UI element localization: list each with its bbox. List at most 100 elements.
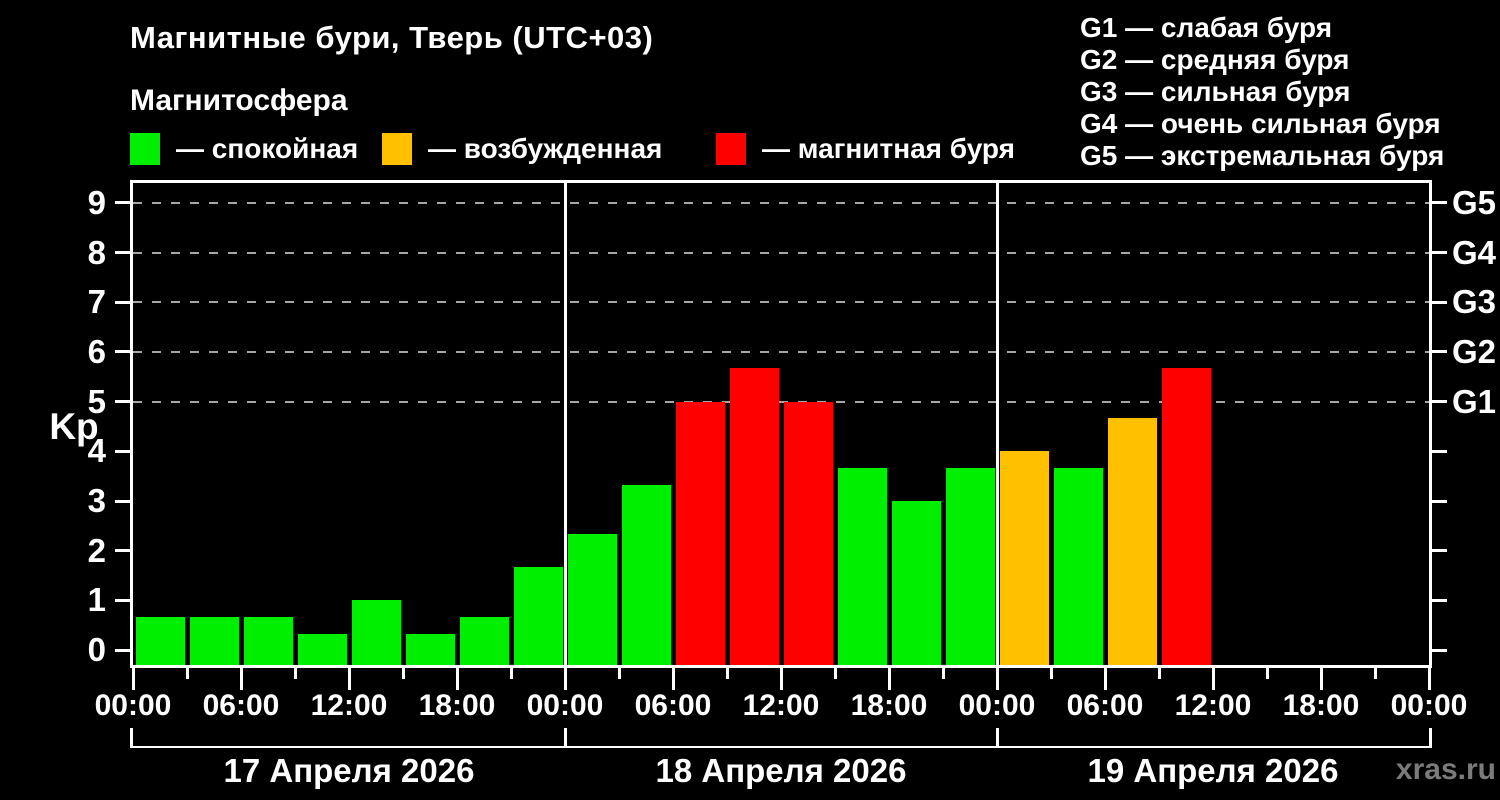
x-axis-time-label: 06:00 xyxy=(634,689,712,722)
right-axis-tick xyxy=(1432,201,1447,205)
right-axis-tick xyxy=(1432,648,1447,652)
y-axis-tick xyxy=(115,499,130,503)
x-axis-time-label: 18:00 xyxy=(418,689,496,722)
kp-bar xyxy=(729,368,779,665)
kp-bar xyxy=(405,633,455,665)
x-axis-minor-tick xyxy=(941,668,945,679)
kp-bar xyxy=(513,567,563,665)
x-axis-major-tick xyxy=(1319,668,1323,690)
legend-item-excited: — возбужденная xyxy=(382,133,662,165)
kp-bar xyxy=(675,401,725,665)
kp-bar xyxy=(297,633,347,665)
x-axis-minor-tick xyxy=(725,668,729,679)
x-axis-time-label: 06:00 xyxy=(1066,689,1144,722)
kp-bar xyxy=(351,600,401,665)
storm-scale-item-g5: G5 — экстремальная буря xyxy=(1080,140,1445,171)
x-axis-time-label: 00:00 xyxy=(526,689,604,722)
kp-gridline-9 xyxy=(133,201,1429,204)
legend-item-quiet: — спокойная xyxy=(130,133,358,165)
storm-color-swatch xyxy=(716,133,746,165)
right-axis-label-g5: G5 xyxy=(1452,183,1497,221)
x-axis-major-tick xyxy=(995,668,999,690)
right-axis-tick xyxy=(1432,598,1447,602)
x-axis-minor-tick xyxy=(1157,668,1161,679)
date-bracket-tick xyxy=(995,728,999,746)
x-axis-time-label: 00:00 xyxy=(1390,689,1468,722)
right-axis-label-g2: G2 xyxy=(1452,332,1497,370)
y-axis-tick xyxy=(115,201,130,205)
x-axis-minor-tick xyxy=(617,668,621,679)
y-axis-tick-label: 5 xyxy=(87,382,106,420)
chart-subtitle: Магнитосфера xyxy=(130,84,348,117)
kp-bar xyxy=(783,401,833,665)
watermark: xras.ru xyxy=(1395,753,1496,786)
date-bracket-tick xyxy=(1429,728,1432,746)
right-axis-label-g4: G4 xyxy=(1452,233,1497,271)
storm-scale-item-g4: G4 — очень сильная буря xyxy=(1080,108,1441,139)
x-axis-time-label: 12:00 xyxy=(310,689,388,722)
storm-scale-item-g2: G2 — средняя буря xyxy=(1080,44,1350,75)
y-axis-tick-label: 9 xyxy=(87,183,106,221)
kp-bar xyxy=(837,467,887,665)
date-bracket-tick xyxy=(130,728,133,746)
storm-scale-item-g1: G1 — слабая буря xyxy=(1080,12,1333,43)
date-label: 17 Апреля 2026 xyxy=(223,752,475,789)
x-axis-major-tick xyxy=(1103,668,1107,690)
kp-gridline-6 xyxy=(133,350,1429,353)
y-axis-tick xyxy=(115,300,130,304)
y-axis-tick xyxy=(115,400,130,404)
kp-bar xyxy=(1107,418,1157,665)
x-axis-minor-tick xyxy=(833,668,837,679)
y-axis-tick-label: 7 xyxy=(87,283,106,321)
y-axis-tick-label: 2 xyxy=(87,531,106,569)
right-axis-tick xyxy=(1432,549,1447,553)
kp-bar xyxy=(135,616,185,665)
legend-label-excited: — возбужденная xyxy=(428,133,663,164)
x-axis-minor-tick xyxy=(1373,668,1377,679)
kp-bar xyxy=(189,616,239,665)
date-bracket xyxy=(130,746,1432,748)
x-axis-minor-tick xyxy=(185,668,189,679)
x-axis-time-label: 12:00 xyxy=(742,689,820,722)
x-axis-minor-tick xyxy=(293,668,297,679)
kp-bar xyxy=(945,467,995,665)
day-separator xyxy=(995,183,999,665)
chart-title: Магнитные бури, Тверь (UTC+03) xyxy=(130,20,654,55)
x-axis-minor-tick xyxy=(509,668,513,679)
x-axis-major-tick xyxy=(887,668,891,690)
y-axis-tick xyxy=(115,598,130,602)
right-axis-tick xyxy=(1432,350,1447,354)
date-bracket-tick xyxy=(563,728,567,746)
kp-bar xyxy=(999,451,1049,665)
y-axis-tick xyxy=(115,350,130,354)
y-axis-title: Kp xyxy=(49,406,99,447)
kp-gridline-5 xyxy=(133,400,1429,403)
x-axis-major-tick xyxy=(131,668,135,690)
kp-gridline-7 xyxy=(133,301,1429,304)
x-axis-minor-tick xyxy=(1265,668,1269,679)
legend-label-quiet: — спокойная xyxy=(176,133,359,164)
kp-bar-chart-plot-area xyxy=(130,180,1432,668)
x-axis-time-label: 18:00 xyxy=(1282,689,1360,722)
x-axis-major-tick xyxy=(239,668,243,690)
y-axis-tick xyxy=(115,549,130,553)
x-axis-major-tick xyxy=(671,668,675,690)
right-axis-tick xyxy=(1432,400,1447,404)
right-axis-label-g1: G1 xyxy=(1452,382,1497,420)
right-axis-tick xyxy=(1432,449,1447,453)
legend-label-storm: — магнитная буря xyxy=(762,133,1015,164)
x-axis-minor-tick xyxy=(401,668,405,679)
y-axis-tick-label: 8 xyxy=(87,233,106,271)
x-axis-minor-tick xyxy=(1049,668,1053,679)
storm-scale-item-g3: G3 — сильная буря xyxy=(1080,76,1351,107)
right-axis-tick xyxy=(1432,300,1447,304)
x-axis-time-label: 06:00 xyxy=(202,689,280,722)
y-axis-tick-label: 3 xyxy=(87,482,106,520)
kp-bar xyxy=(621,484,671,665)
legend-item-storm: — магнитная буря xyxy=(716,133,1015,165)
storm-scale-legend: G1 — слабая буря G2 — средняя буря G3 — … xyxy=(1080,12,1444,172)
x-axis-major-tick xyxy=(1427,668,1431,690)
y-axis-tick-label: 0 xyxy=(87,631,106,669)
y-axis-tick-label: 6 xyxy=(87,332,106,370)
